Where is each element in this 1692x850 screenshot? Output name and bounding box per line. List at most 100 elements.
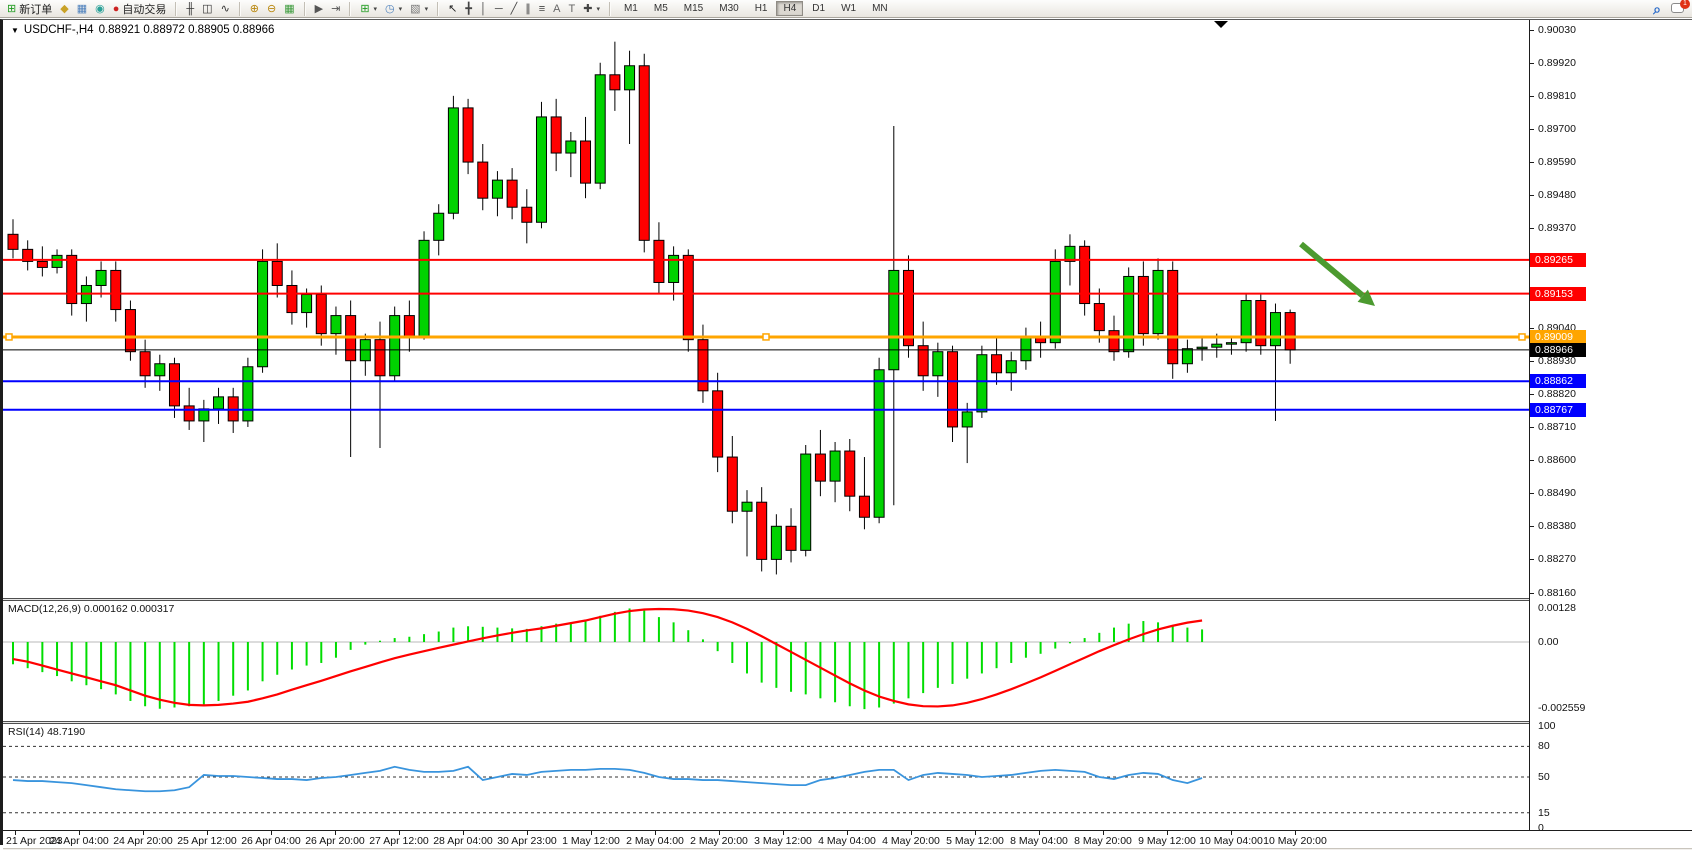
candle-body [257,260,269,368]
price-tick [1530,526,1534,528]
candle-body [888,269,900,371]
candle-body [697,339,709,392]
date-tick-label: 9 May 12:00 [1138,835,1196,847]
annotation-arrow-head[interactable] [1357,289,1375,306]
line-handle[interactable] [762,333,770,341]
date-tick [527,831,528,835]
timeframe-d1[interactable]: D1 [812,3,826,14]
candle-body [286,284,298,314]
horizontal-line-button[interactable]: ─ [491,1,507,17]
line-chart-button[interactable]: ∿ [217,1,234,17]
zoom-out-icon: ⊖ [267,2,277,15]
channel-button[interactable]: ∥ [521,1,535,17]
candlestick-icon: ◫ [202,2,213,15]
chart-shift-icon: ⇥ [331,2,341,15]
chart-shift-button[interactable]: ⇥ [327,1,344,17]
chart-window[interactable]: ▼ USDCHF-,H4 0.88921 0.88972 0.88905 0.8… [0,19,1692,850]
price-tick-label: 0.89480 [1538,189,1576,202]
timeframe-m15[interactable]: M15 [683,3,704,14]
candle-body [1211,343,1223,348]
candle-body [462,107,474,163]
candle-body [1196,346,1208,350]
candle-body [785,525,797,551]
candlestick-button[interactable]: ◫ [198,1,216,17]
chevron-down-icon: ▾ [373,5,378,13]
pane-splitter-macd[interactable] [3,598,1529,601]
timeframe-h1[interactable]: H1 [754,3,768,14]
timeframe-m30[interactable]: M30 [719,3,739,14]
autotrade-button-label: 自动交易 [122,3,167,16]
navigator-button[interactable]: ◉ [91,1,109,17]
date-tick [975,831,976,835]
autotrade-button[interactable]: ● 自动交易 [109,1,171,17]
candle-body [154,363,166,377]
chart-type-group: ╫ ◫ ∿ [179,0,236,18]
macd-label: MACD(12,26,9) 0.000162 0.000317 [8,603,175,615]
candle-body [95,269,107,286]
rsi-axis-label: 0 [1538,822,1544,834]
candle-body [447,107,459,214]
cursor-button[interactable]: ↖ [444,1,461,17]
text-button[interactable]: A [549,1,564,17]
status-strip [3,848,1692,850]
file-group: ⊞ 新订单 ◆ ▦ ◉ ● 自动交易 [0,0,173,18]
timeframe-m1[interactable]: M1 [623,3,638,14]
line-chart-icon: ∿ [220,2,230,15]
price-tick [1530,29,1534,31]
fibonacci-button[interactable]: ≡ [535,1,549,17]
zoom-out-button[interactable]: ⊖ [263,1,280,17]
vertical-line-button[interactable]: │ [476,1,491,17]
line-handle[interactable] [1518,333,1526,341]
candle-body [491,179,503,199]
timeframe-w1[interactable]: W1 [841,3,857,14]
date-tick [847,831,848,835]
date-tick-label: 4 May 20:00 [882,835,940,847]
line-handle[interactable] [5,333,13,341]
timeframe-h4[interactable]: H4 [776,1,804,16]
date-axis[interactable]: 21 Apr 2023 24 Apr 04:00 24 Apr 20:00 25 Ap… [3,830,1692,847]
templates-button[interactable]: ▧ ▾ [406,1,432,17]
crosshair-button[interactable]: ╋ [461,1,476,17]
price-pane[interactable]: ▼ USDCHF-,H4 0.88921 0.88972 0.88905 0.8… [3,20,1529,598]
candle-body [301,294,313,314]
pane-splitter-rsi[interactable] [3,721,1529,724]
candle-body [139,351,151,377]
symbol-dropdown-icon[interactable]: ▼ [11,25,19,35]
bar-chart-button[interactable]: ╫ [182,1,198,17]
price-axis[interactable]: 0.90030 0.89920 0.89810 0.89700 0.89590 0.894… [1529,20,1692,834]
date-tick-label: 26 Apr 04:00 [241,835,301,847]
tile-windows-button[interactable]: ▦ [280,1,298,17]
rsi-axis-label: 15 [1538,806,1550,819]
zoom-in-button[interactable]: ⊕ [246,1,263,17]
chart-shift-marker[interactable] [1214,21,1228,28]
candle-body [36,260,48,268]
chat-icon[interactable]: 1 [1671,0,1690,15]
new-chart-icon: ⊞ [360,2,370,15]
new-chart-button[interactable]: ⊞ ▾ [356,1,381,17]
trendline-button[interactable]: ╱ [507,1,522,17]
timeframe-m5[interactable]: M5 [653,3,668,14]
macd-pane[interactable]: MACD(12,26,9) 0.000162 0.000317 [3,601,1529,721]
auto-scroll-button[interactable]: ▶ [311,1,327,17]
chart-title: ▼ USDCHF-,H4 0.88921 0.88972 0.88905 0.8… [11,24,274,36]
timeframe-mn[interactable]: MN [872,3,888,14]
charts-button[interactable]: ▦ [73,1,91,17]
toolbar-separator [238,1,241,16]
price-chart-canvas[interactable] [3,20,1529,598]
rsi-pane[interactable]: RSI(14) 48.7190 [3,724,1529,830]
text-label-button[interactable]: T [565,1,580,17]
market-watch-button[interactable]: ◆ [56,1,72,17]
candle-body [1181,348,1193,365]
candle-body [976,354,988,413]
timeframe-group: M1 M5 M15 M30 H1 H4 D1 W1 MN [613,0,899,18]
arrows-icon: ✚ [583,2,593,15]
arrows-button[interactable]: ✚ ▾ [579,1,604,17]
candles-group [7,41,1296,575]
support-line-2-tag: 0.88767 [1530,402,1586,417]
annotation-arrow-shaft[interactable] [1299,241,1365,299]
new-order-button[interactable]: ⊞ 新订单 [3,1,56,17]
search-icon[interactable]: ⌕ [1653,0,1661,17]
rsi-canvas[interactable] [3,724,1529,830]
periods-button[interactable]: ◷ ▾ [381,1,406,17]
macd-canvas[interactable] [3,601,1529,721]
